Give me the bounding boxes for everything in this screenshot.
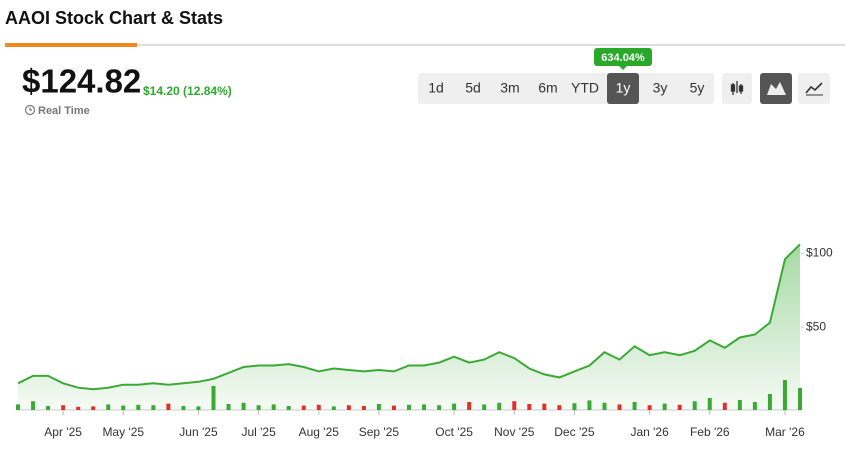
price-change: $14.20 (12.84%)	[143, 84, 232, 98]
range-option[interactable]: 3y	[653, 80, 668, 96]
y-tick-label: $50	[806, 319, 826, 333]
realtime-label: Real Time	[38, 105, 90, 117]
area-button[interactable]	[760, 73, 792, 104]
volume-bar	[497, 402, 502, 410]
range-option[interactable]: 6m	[538, 80, 557, 96]
volume-bar	[361, 406, 366, 410]
tab-indicator	[5, 43, 137, 47]
volume-bar	[677, 404, 682, 410]
volume-bar	[527, 404, 532, 410]
x-tick-label: Sep '25	[359, 425, 400, 439]
x-tick-label: Jan '26	[630, 425, 669, 439]
range-selected	[607, 73, 639, 104]
volume-bar	[211, 386, 216, 410]
area	[18, 244, 800, 410]
range-option[interactable]: 5d	[465, 80, 481, 96]
badge-arrow	[619, 66, 627, 70]
volume-bar	[752, 402, 757, 410]
range-option[interactable]: 5y	[690, 80, 705, 96]
volume-bar	[602, 402, 607, 410]
x-tick-label: Jun '25	[179, 425, 218, 439]
volume-bar	[376, 404, 381, 410]
volume-bar	[196, 406, 201, 410]
line-icon	[805, 82, 823, 94]
volume-bar	[482, 404, 487, 410]
volume-bar	[256, 405, 261, 410]
price-line	[17, 243, 801, 391]
range-group: 1d 5d 3m 6m YTD 634.04% 1y 3y 5y	[428, 48, 704, 104]
volume-bar	[226, 404, 231, 410]
volume-bar	[662, 403, 667, 410]
x-tick-label: Apr '25	[44, 425, 82, 439]
tab-rule	[137, 44, 845, 46]
volume-bar	[557, 405, 562, 410]
x-tick-label: Aug '25	[299, 425, 340, 439]
volume-bar	[31, 401, 36, 410]
range-option[interactable]: YTD	[571, 80, 599, 96]
volume-bar	[617, 404, 622, 410]
x-tick-label: Oct '25	[435, 425, 473, 439]
volume-bar	[286, 406, 291, 410]
volume-bar	[181, 406, 186, 410]
volume-bar	[632, 402, 637, 410]
clock-icon	[24, 104, 36, 116]
x-tick-label: Dec '25	[554, 425, 595, 439]
volume-bar	[572, 403, 577, 410]
range-option[interactable]: 1d	[428, 80, 444, 96]
volume-bar	[106, 404, 111, 410]
plot: $50 $100 Apr '25 May '25 Jun '25 Jul '25 Aug '…	[16, 243, 833, 439]
x-tick-label: Feb '26	[690, 425, 730, 439]
volume-bar	[136, 404, 141, 410]
x-tick-label: Mar '26	[765, 425, 805, 439]
volume-bar	[271, 404, 276, 410]
x-tick-label: May '25	[102, 425, 144, 439]
volume-bar	[692, 401, 697, 410]
volume-bar	[61, 405, 66, 410]
volume-bar	[467, 402, 472, 410]
range-option[interactable]: 1y	[616, 80, 631, 96]
volume-bar	[76, 406, 81, 410]
volume-bar	[647, 405, 652, 410]
volume-bar	[707, 398, 712, 410]
volume-bar	[542, 403, 547, 410]
volume-bar	[452, 403, 457, 410]
volume-bar	[512, 401, 517, 410]
volume-bar	[121, 405, 126, 410]
x-tick-label: Jul '25	[241, 425, 276, 439]
title: AAOI Stock Chart & Stats	[5, 8, 223, 28]
range-option[interactable]: 3m	[500, 80, 519, 96]
volume-bar	[587, 400, 592, 410]
volume-bar	[46, 406, 51, 410]
volume-bar	[91, 406, 96, 410]
volume-bar	[331, 406, 336, 410]
volume-bar	[16, 404, 20, 410]
volume-bar	[346, 405, 351, 410]
price: $124.82	[22, 63, 141, 100]
volume-bar	[407, 404, 411, 410]
volume-bar	[151, 405, 156, 410]
volume-bar	[166, 403, 171, 410]
range-bar	[418, 73, 714, 104]
volume-bar	[437, 405, 442, 410]
badge	[594, 48, 652, 66]
badge-text: 634.04%	[601, 52, 645, 64]
candle-icon	[730, 81, 744, 95]
volume-bar	[301, 405, 306, 410]
area-icon	[767, 82, 786, 95]
volume-bar	[798, 388, 802, 410]
volume-bar	[422, 404, 427, 410]
volume-bar	[767, 394, 772, 410]
y-tick-label: $100	[806, 245, 833, 259]
volume-bar	[241, 402, 246, 410]
volume-bar	[737, 400, 742, 410]
volume-bar	[782, 380, 787, 410]
x-tick-label: Nov '25	[494, 425, 535, 439]
volume-bar	[316, 404, 321, 410]
volume-bar	[391, 405, 396, 410]
volume-bar	[722, 402, 727, 410]
